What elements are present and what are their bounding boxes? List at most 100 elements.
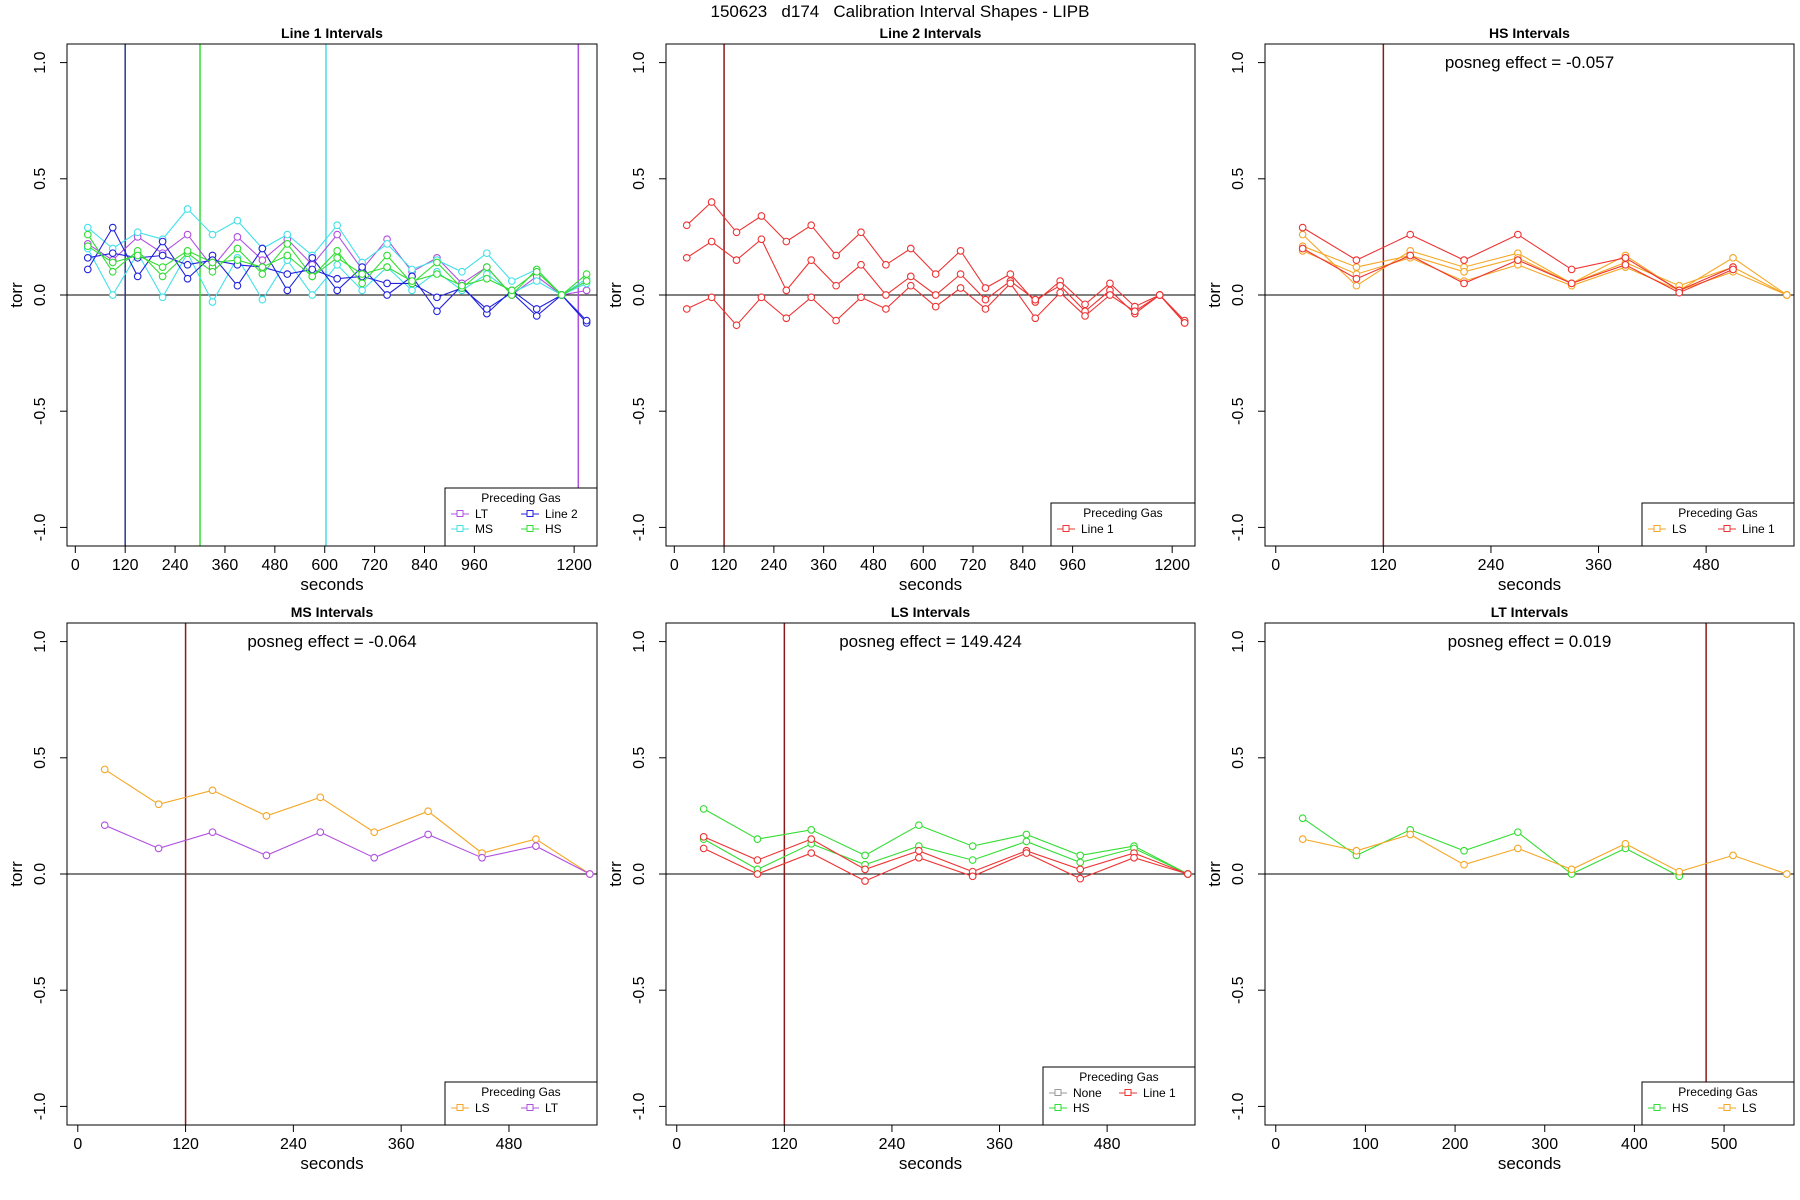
- x-axis-label: seconds: [300, 1154, 363, 1173]
- x-tick-label: 360: [388, 1136, 415, 1153]
- series-line: [1302, 245, 1788, 296]
- series-2: [699, 835, 1192, 878]
- series-line: [1302, 833, 1787, 875]
- x-tick-label: 300: [1531, 1136, 1558, 1153]
- legend-entry: LS: [451, 1101, 490, 1115]
- y-tick-label: 0.5: [32, 168, 49, 190]
- y-tick-label: 1.0: [631, 630, 648, 652]
- data-point: [682, 253, 691, 262]
- legend-entry-label: HS: [545, 522, 562, 536]
- panel-6: LT Intervals 0 100 200 300 400 500 1.0 0.5 0.0 -0.…: [1205, 604, 1795, 1173]
- data-point: [158, 237, 167, 246]
- y-tick-label: 0.0: [1230, 863, 1247, 885]
- data-point: [83, 242, 92, 251]
- data-point: [208, 267, 217, 276]
- data-point: [408, 286, 416, 295]
- legend-box: [1641, 1081, 1795, 1126]
- data-point: [882, 291, 890, 299]
- data-point: [1130, 307, 1139, 316]
- legend-entry-label: Line 1: [1143, 1086, 1176, 1100]
- legend-swatch-marker: [456, 1104, 464, 1111]
- data-point: [1460, 860, 1468, 869]
- data-point: [931, 291, 940, 299]
- data-point: [699, 844, 708, 853]
- data-point: [1298, 814, 1307, 823]
- data-point: [1782, 291, 1791, 299]
- legend-entry: LS: [1718, 1101, 1757, 1115]
- legend-title: Preceding Gas: [1678, 506, 1757, 520]
- data-point: [782, 237, 791, 246]
- x-tick-label: 960: [461, 557, 488, 574]
- data-point: [83, 265, 92, 274]
- data-point: [757, 235, 766, 244]
- legend-entry: LS: [1648, 522, 1687, 536]
- series-1: [1298, 230, 1791, 299]
- x-tick-label: 400: [1621, 1136, 1648, 1153]
- plot-area: [1265, 44, 1794, 546]
- series-2: [100, 821, 594, 878]
- data-point: [1006, 270, 1015, 278]
- y-tick-label: 0.0: [631, 284, 648, 306]
- data-point: [1076, 874, 1085, 883]
- data-point: [433, 307, 441, 316]
- data-point: [585, 870, 594, 878]
- data-point: [1675, 288, 1684, 297]
- legend-entry-label: Line 2: [545, 507, 578, 521]
- x-tick-label: 120: [711, 557, 738, 574]
- legend-title: Preceding Gas: [1678, 1085, 1757, 1099]
- legend-box: [444, 1081, 598, 1126]
- data-point: [682, 221, 691, 230]
- data-point: [1460, 846, 1468, 855]
- data-point: [1106, 279, 1114, 288]
- data-point: [532, 305, 541, 313]
- data-point: [1513, 828, 1522, 837]
- data-point: [1352, 281, 1361, 290]
- data-point: [233, 244, 242, 253]
- x-axis-label: seconds: [300, 575, 363, 594]
- data-point: [757, 212, 766, 220]
- data-point: [183, 205, 192, 213]
- data-point: [1729, 851, 1737, 860]
- plot-frame: [66, 622, 598, 1126]
- data-point: [108, 267, 117, 276]
- data-point: [383, 263, 391, 271]
- data-point: [433, 293, 441, 302]
- data-point: [582, 316, 591, 325]
- data-point: [158, 263, 167, 271]
- data-point: [208, 258, 217, 267]
- data-point: [183, 246, 192, 255]
- x-tick-label: 240: [162, 557, 189, 574]
- legend-entry: HS: [1049, 1101, 1090, 1115]
- legend-swatch-marker: [1653, 525, 1661, 532]
- plot-area: [67, 623, 597, 1125]
- data-point: [699, 805, 708, 813]
- data-point: [383, 240, 391, 248]
- data-point: [262, 851, 271, 860]
- data-point: [1130, 853, 1138, 862]
- data-point: [108, 258, 117, 267]
- legend: Preceding Gas Line 1: [1050, 502, 1196, 547]
- data-point: [158, 293, 167, 302]
- panel-title: Line 1 Intervals: [281, 25, 383, 41]
- data-point: [154, 800, 163, 809]
- panel-3: HS Intervals 0 120 240 360 480 1.0 0.5 0.0 -0.5 -1…: [1205, 25, 1795, 594]
- data-point: [482, 274, 491, 283]
- data-point: [1298, 244, 1307, 253]
- x-tick-label: 360: [810, 557, 837, 574]
- legend-entry: HS: [1648, 1101, 1689, 1115]
- y-axis-label: torr: [1205, 282, 1224, 308]
- data-point: [408, 265, 416, 274]
- data-point: [183, 230, 192, 239]
- x-tick-label: 720: [960, 557, 987, 574]
- panel-title: HS Intervals: [1489, 25, 1570, 41]
- data-point: [1022, 830, 1031, 839]
- data-point: [1406, 230, 1415, 239]
- data-point: [233, 281, 242, 290]
- data-point: [233, 233, 242, 241]
- data-point: [1298, 835, 1307, 843]
- data-point: [914, 821, 923, 830]
- y-tick-label: 0.5: [32, 747, 49, 769]
- series-1: [100, 765, 594, 878]
- x-tick-label: 360: [1585, 557, 1612, 574]
- data-point: [424, 807, 432, 816]
